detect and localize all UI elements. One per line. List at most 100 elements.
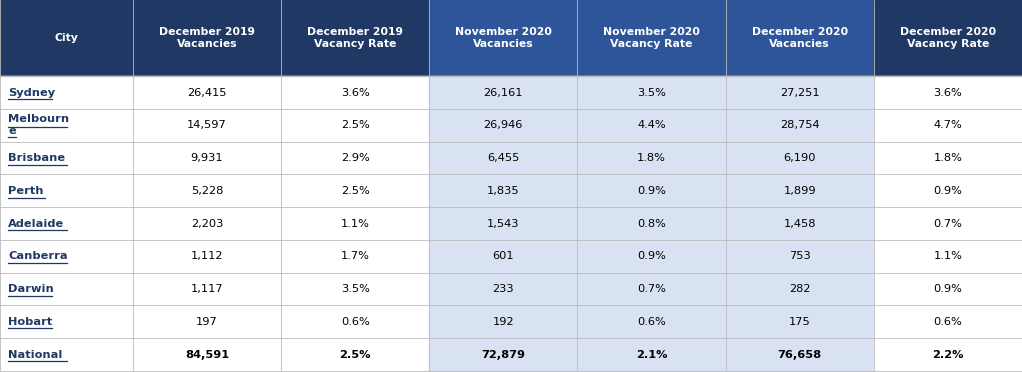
Bar <box>726 305 874 338</box>
Text: 26,946: 26,946 <box>483 121 523 130</box>
Bar <box>133 305 281 338</box>
Text: National: National <box>8 350 62 359</box>
Bar <box>429 142 577 174</box>
Bar <box>429 305 577 338</box>
Text: 3.6%: 3.6% <box>933 88 963 97</box>
Text: 6,455: 6,455 <box>487 153 519 163</box>
Text: November 2020
Vacancies: November 2020 Vacancies <box>455 27 552 49</box>
Bar <box>874 207 1022 240</box>
Text: Darwin: Darwin <box>8 284 54 294</box>
Text: 0.9%: 0.9% <box>637 186 666 196</box>
Bar <box>429 109 577 142</box>
Text: 601: 601 <box>493 251 514 261</box>
Bar <box>577 305 726 338</box>
Bar <box>133 174 281 207</box>
Text: 233: 233 <box>493 284 514 294</box>
Bar <box>133 240 281 273</box>
Bar <box>874 240 1022 273</box>
Text: Canberra: Canberra <box>8 251 67 261</box>
Text: 2.1%: 2.1% <box>636 350 667 359</box>
Bar <box>429 0 577 76</box>
Bar <box>726 142 874 174</box>
Text: 1,899: 1,899 <box>784 186 816 196</box>
Text: 2,203: 2,203 <box>191 219 223 228</box>
Bar <box>133 207 281 240</box>
Text: 2.9%: 2.9% <box>340 153 370 163</box>
Bar <box>0 174 133 207</box>
Text: December 2019
Vacancy Rate: December 2019 Vacancy Rate <box>308 27 403 49</box>
Text: 0.9%: 0.9% <box>637 251 666 261</box>
Text: 0.8%: 0.8% <box>637 219 666 228</box>
Text: 76,658: 76,658 <box>778 350 822 359</box>
Bar <box>0 0 133 76</box>
Bar <box>577 174 726 207</box>
Text: 14,597: 14,597 <box>187 121 227 130</box>
Text: 5,228: 5,228 <box>191 186 223 196</box>
Bar <box>281 273 429 305</box>
Bar <box>726 174 874 207</box>
Text: 9,931: 9,931 <box>191 153 223 163</box>
Text: Brisbane: Brisbane <box>8 153 65 163</box>
Bar <box>874 338 1022 371</box>
Text: 1.7%: 1.7% <box>340 251 370 261</box>
Text: 3.6%: 3.6% <box>340 88 370 97</box>
Bar <box>429 273 577 305</box>
Text: 1,112: 1,112 <box>191 251 223 261</box>
Text: 26,415: 26,415 <box>187 88 227 97</box>
Text: 197: 197 <box>196 317 218 327</box>
Bar <box>726 109 874 142</box>
Text: 2.5%: 2.5% <box>339 350 371 359</box>
Bar <box>726 76 874 109</box>
Text: 2.5%: 2.5% <box>340 121 370 130</box>
Bar <box>0 305 133 338</box>
Text: December 2019
Vacancies: December 2019 Vacancies <box>159 27 254 49</box>
Bar <box>0 240 133 273</box>
Text: 0.7%: 0.7% <box>933 219 963 228</box>
Bar <box>577 109 726 142</box>
Text: 1.8%: 1.8% <box>637 153 666 163</box>
Text: 0.6%: 0.6% <box>340 317 370 327</box>
Text: 4.4%: 4.4% <box>637 121 666 130</box>
Bar <box>874 174 1022 207</box>
Text: 0.9%: 0.9% <box>933 284 963 294</box>
Bar <box>281 0 429 76</box>
Text: 1,117: 1,117 <box>191 284 223 294</box>
Bar <box>0 273 133 305</box>
Bar <box>281 305 429 338</box>
Bar <box>577 273 726 305</box>
Text: 2.2%: 2.2% <box>932 350 964 359</box>
Bar <box>133 338 281 371</box>
Text: 1.8%: 1.8% <box>933 153 963 163</box>
Bar <box>577 76 726 109</box>
Bar <box>726 0 874 76</box>
Text: 28,754: 28,754 <box>780 121 820 130</box>
Bar <box>281 174 429 207</box>
Text: 72,879: 72,879 <box>481 350 525 359</box>
Bar <box>133 273 281 305</box>
Bar <box>0 76 133 109</box>
Text: 26,161: 26,161 <box>483 88 523 97</box>
Bar <box>874 76 1022 109</box>
Text: 27,251: 27,251 <box>780 88 820 97</box>
Bar <box>0 142 133 174</box>
Text: 0.7%: 0.7% <box>637 284 666 294</box>
Text: 0.9%: 0.9% <box>933 186 963 196</box>
Text: December 2020
Vacancies: December 2020 Vacancies <box>751 27 848 49</box>
Text: 753: 753 <box>789 251 810 261</box>
Bar <box>577 338 726 371</box>
Bar <box>0 109 133 142</box>
Text: Melbourn
e: Melbourn e <box>8 114 69 137</box>
Text: 6,190: 6,190 <box>784 153 816 163</box>
Bar <box>429 76 577 109</box>
Text: 282: 282 <box>789 284 810 294</box>
Bar <box>429 174 577 207</box>
Text: November 2020
Vacancy Rate: November 2020 Vacancy Rate <box>603 27 700 49</box>
Text: 1.1%: 1.1% <box>340 219 370 228</box>
Bar <box>281 207 429 240</box>
Text: 0.6%: 0.6% <box>933 317 963 327</box>
Text: 3.5%: 3.5% <box>340 284 370 294</box>
Bar <box>577 0 726 76</box>
Text: Adelaide: Adelaide <box>8 219 64 228</box>
Text: 4.7%: 4.7% <box>933 121 963 130</box>
Text: Sydney: Sydney <box>8 88 55 97</box>
